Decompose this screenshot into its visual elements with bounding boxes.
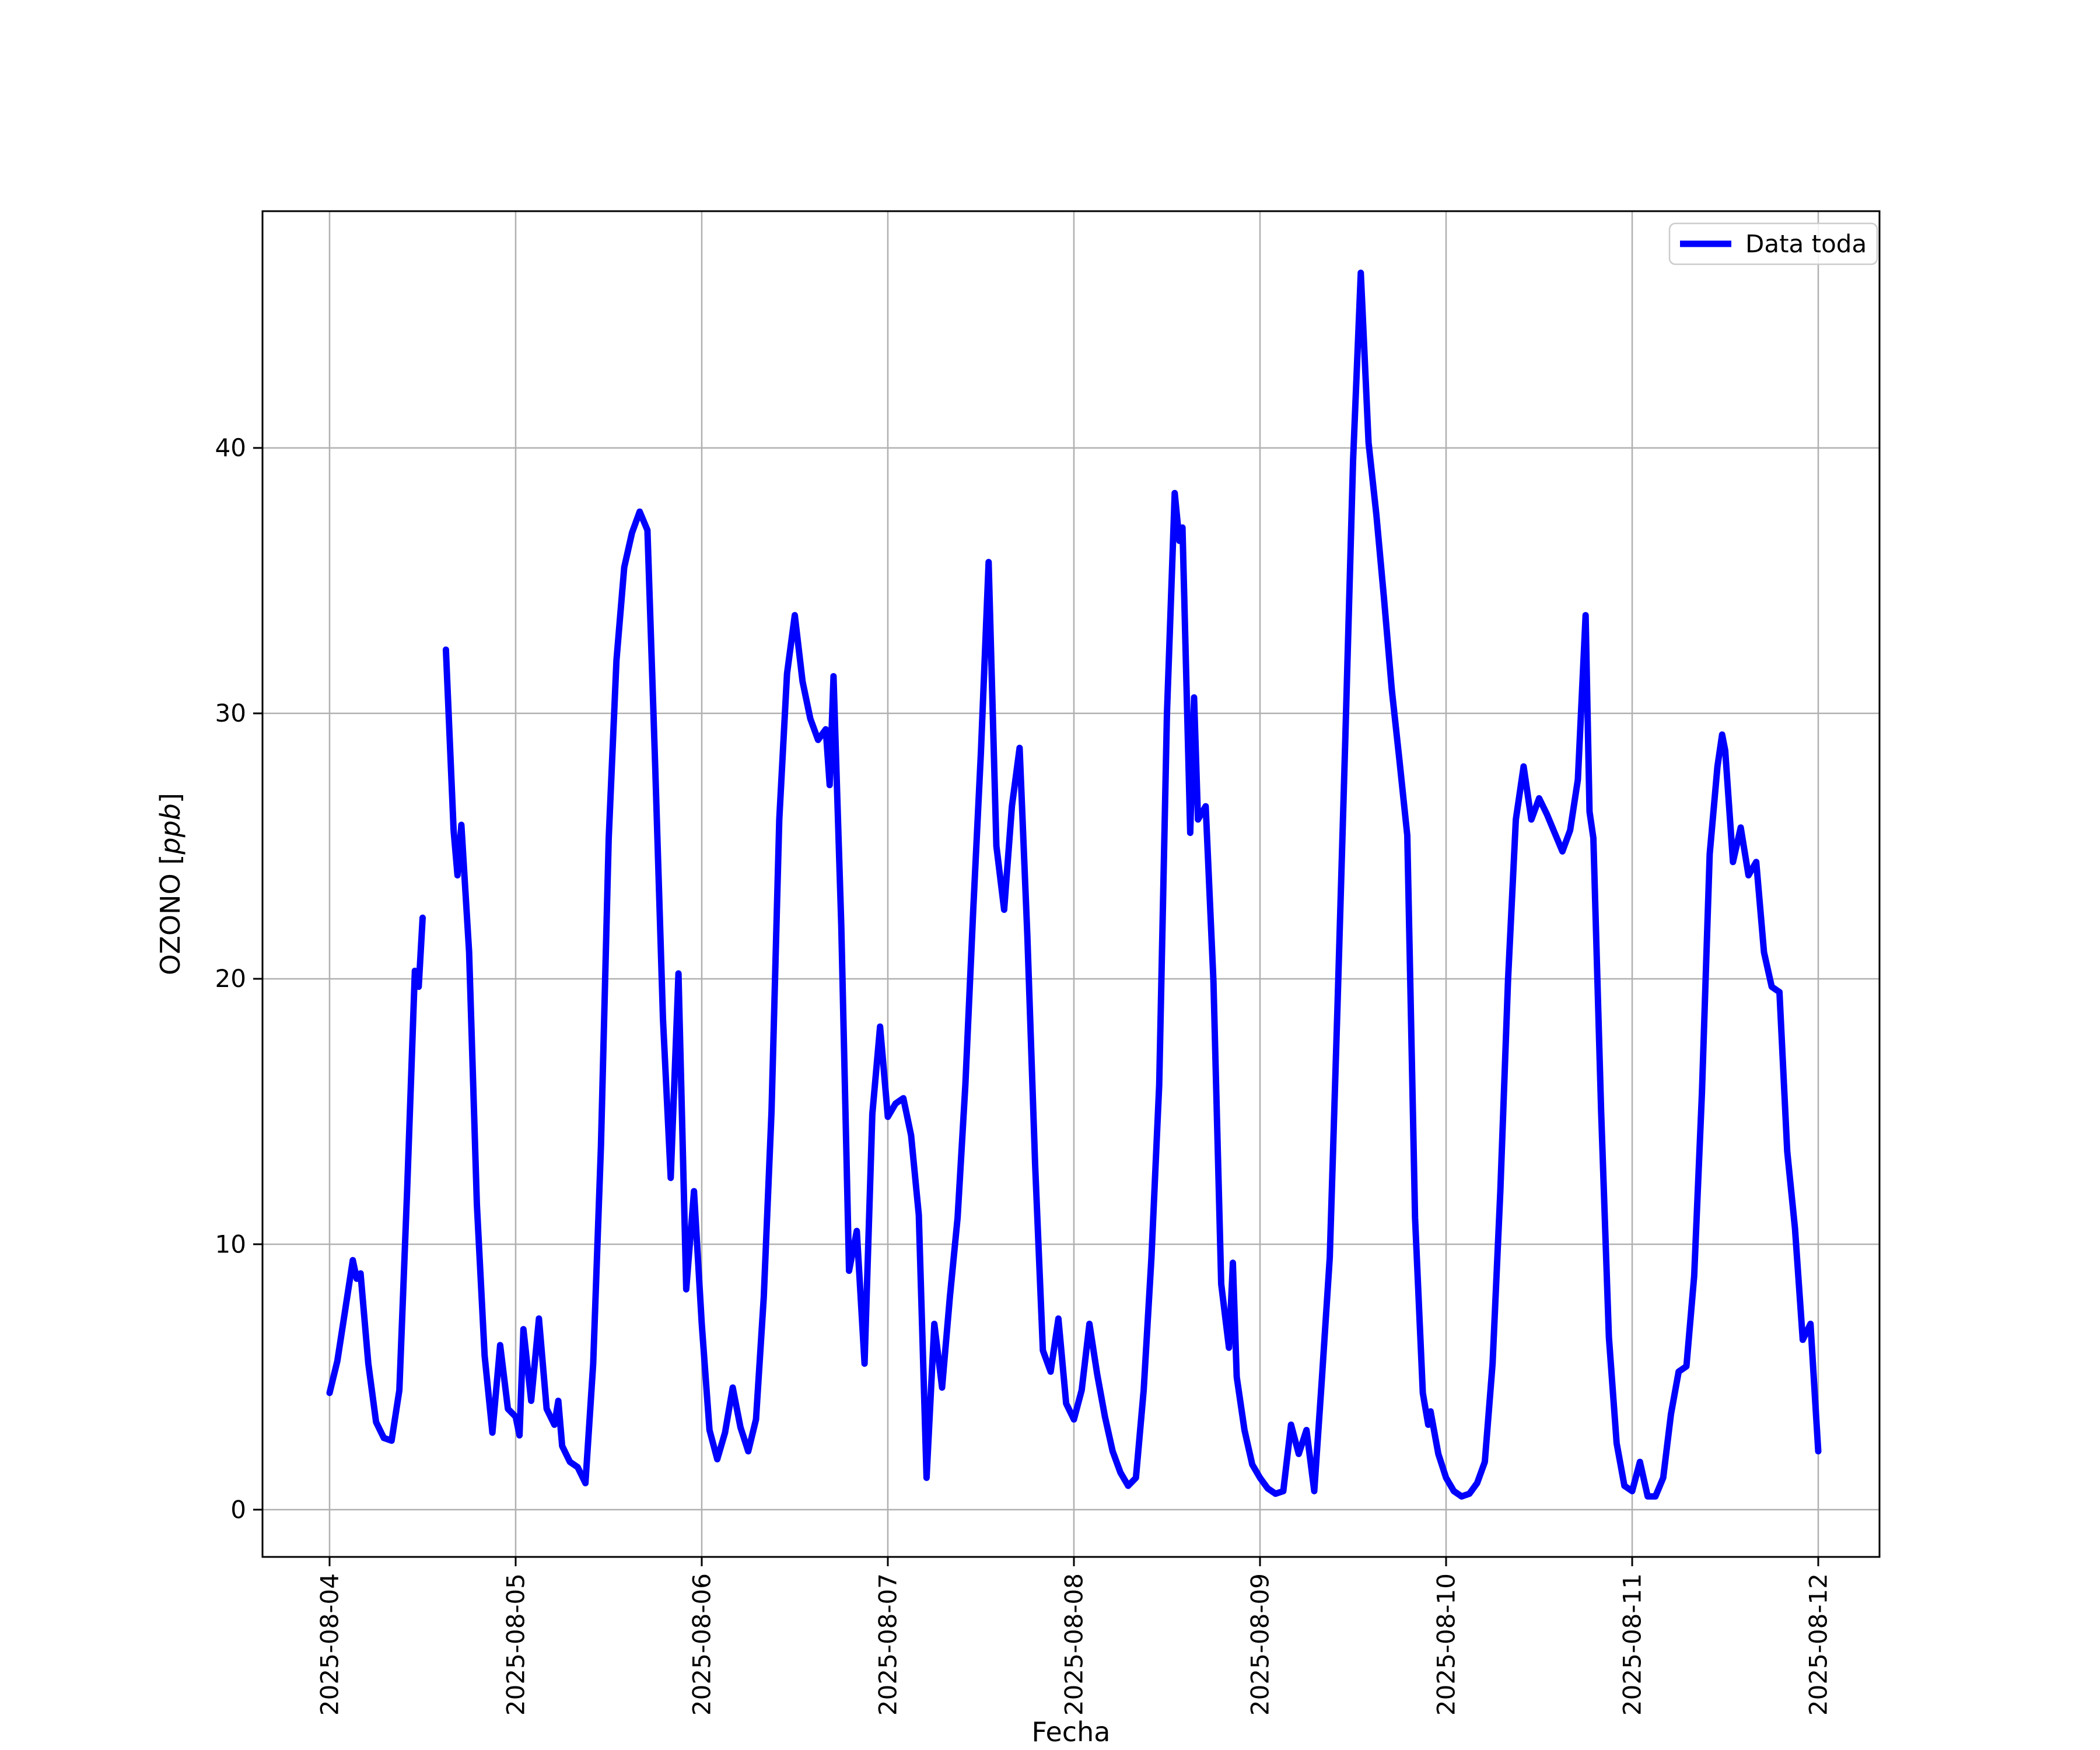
x-tick-label: 2025-08-07 bbox=[873, 1573, 902, 1716]
tick-marks bbox=[253, 447, 1819, 1566]
x-axis-label: Fecha bbox=[1032, 1716, 1111, 1748]
y-tick-label: 40 bbox=[215, 433, 246, 462]
x-tick-label: 2025-08-12 bbox=[1804, 1573, 1832, 1716]
plot-border bbox=[261, 210, 1881, 1558]
legend-box bbox=[1668, 222, 1878, 265]
x-tick-label: 2025-08-06 bbox=[687, 1573, 716, 1716]
data-series-segment bbox=[326, 914, 426, 1444]
legend: Data toda bbox=[1668, 222, 1878, 265]
y-tick-label: 30 bbox=[215, 699, 246, 727]
x-tick-label: 2025-08-04 bbox=[315, 1573, 344, 1716]
y-tick-label: 20 bbox=[215, 964, 246, 993]
data-series-line bbox=[326, 270, 1822, 1500]
x-tick-label: 2025-08-05 bbox=[501, 1573, 530, 1716]
x-tick-label: 2025-08-08 bbox=[1059, 1573, 1088, 1716]
legend-entry-label: Data toda bbox=[1745, 229, 1867, 258]
x-tick-label: 2025-08-10 bbox=[1432, 1573, 1460, 1716]
data-series-segment bbox=[442, 270, 1822, 1500]
y-tick-label: 0 bbox=[230, 1495, 246, 1524]
grid-lines bbox=[262, 211, 1880, 1557]
y-axis-label: OZONO [ppb] bbox=[155, 793, 186, 975]
x-tick-label: 2025-08-09 bbox=[1245, 1573, 1274, 1716]
x-tick-label: 2025-08-11 bbox=[1618, 1573, 1646, 1716]
y-tick-label: 10 bbox=[215, 1230, 246, 1258]
